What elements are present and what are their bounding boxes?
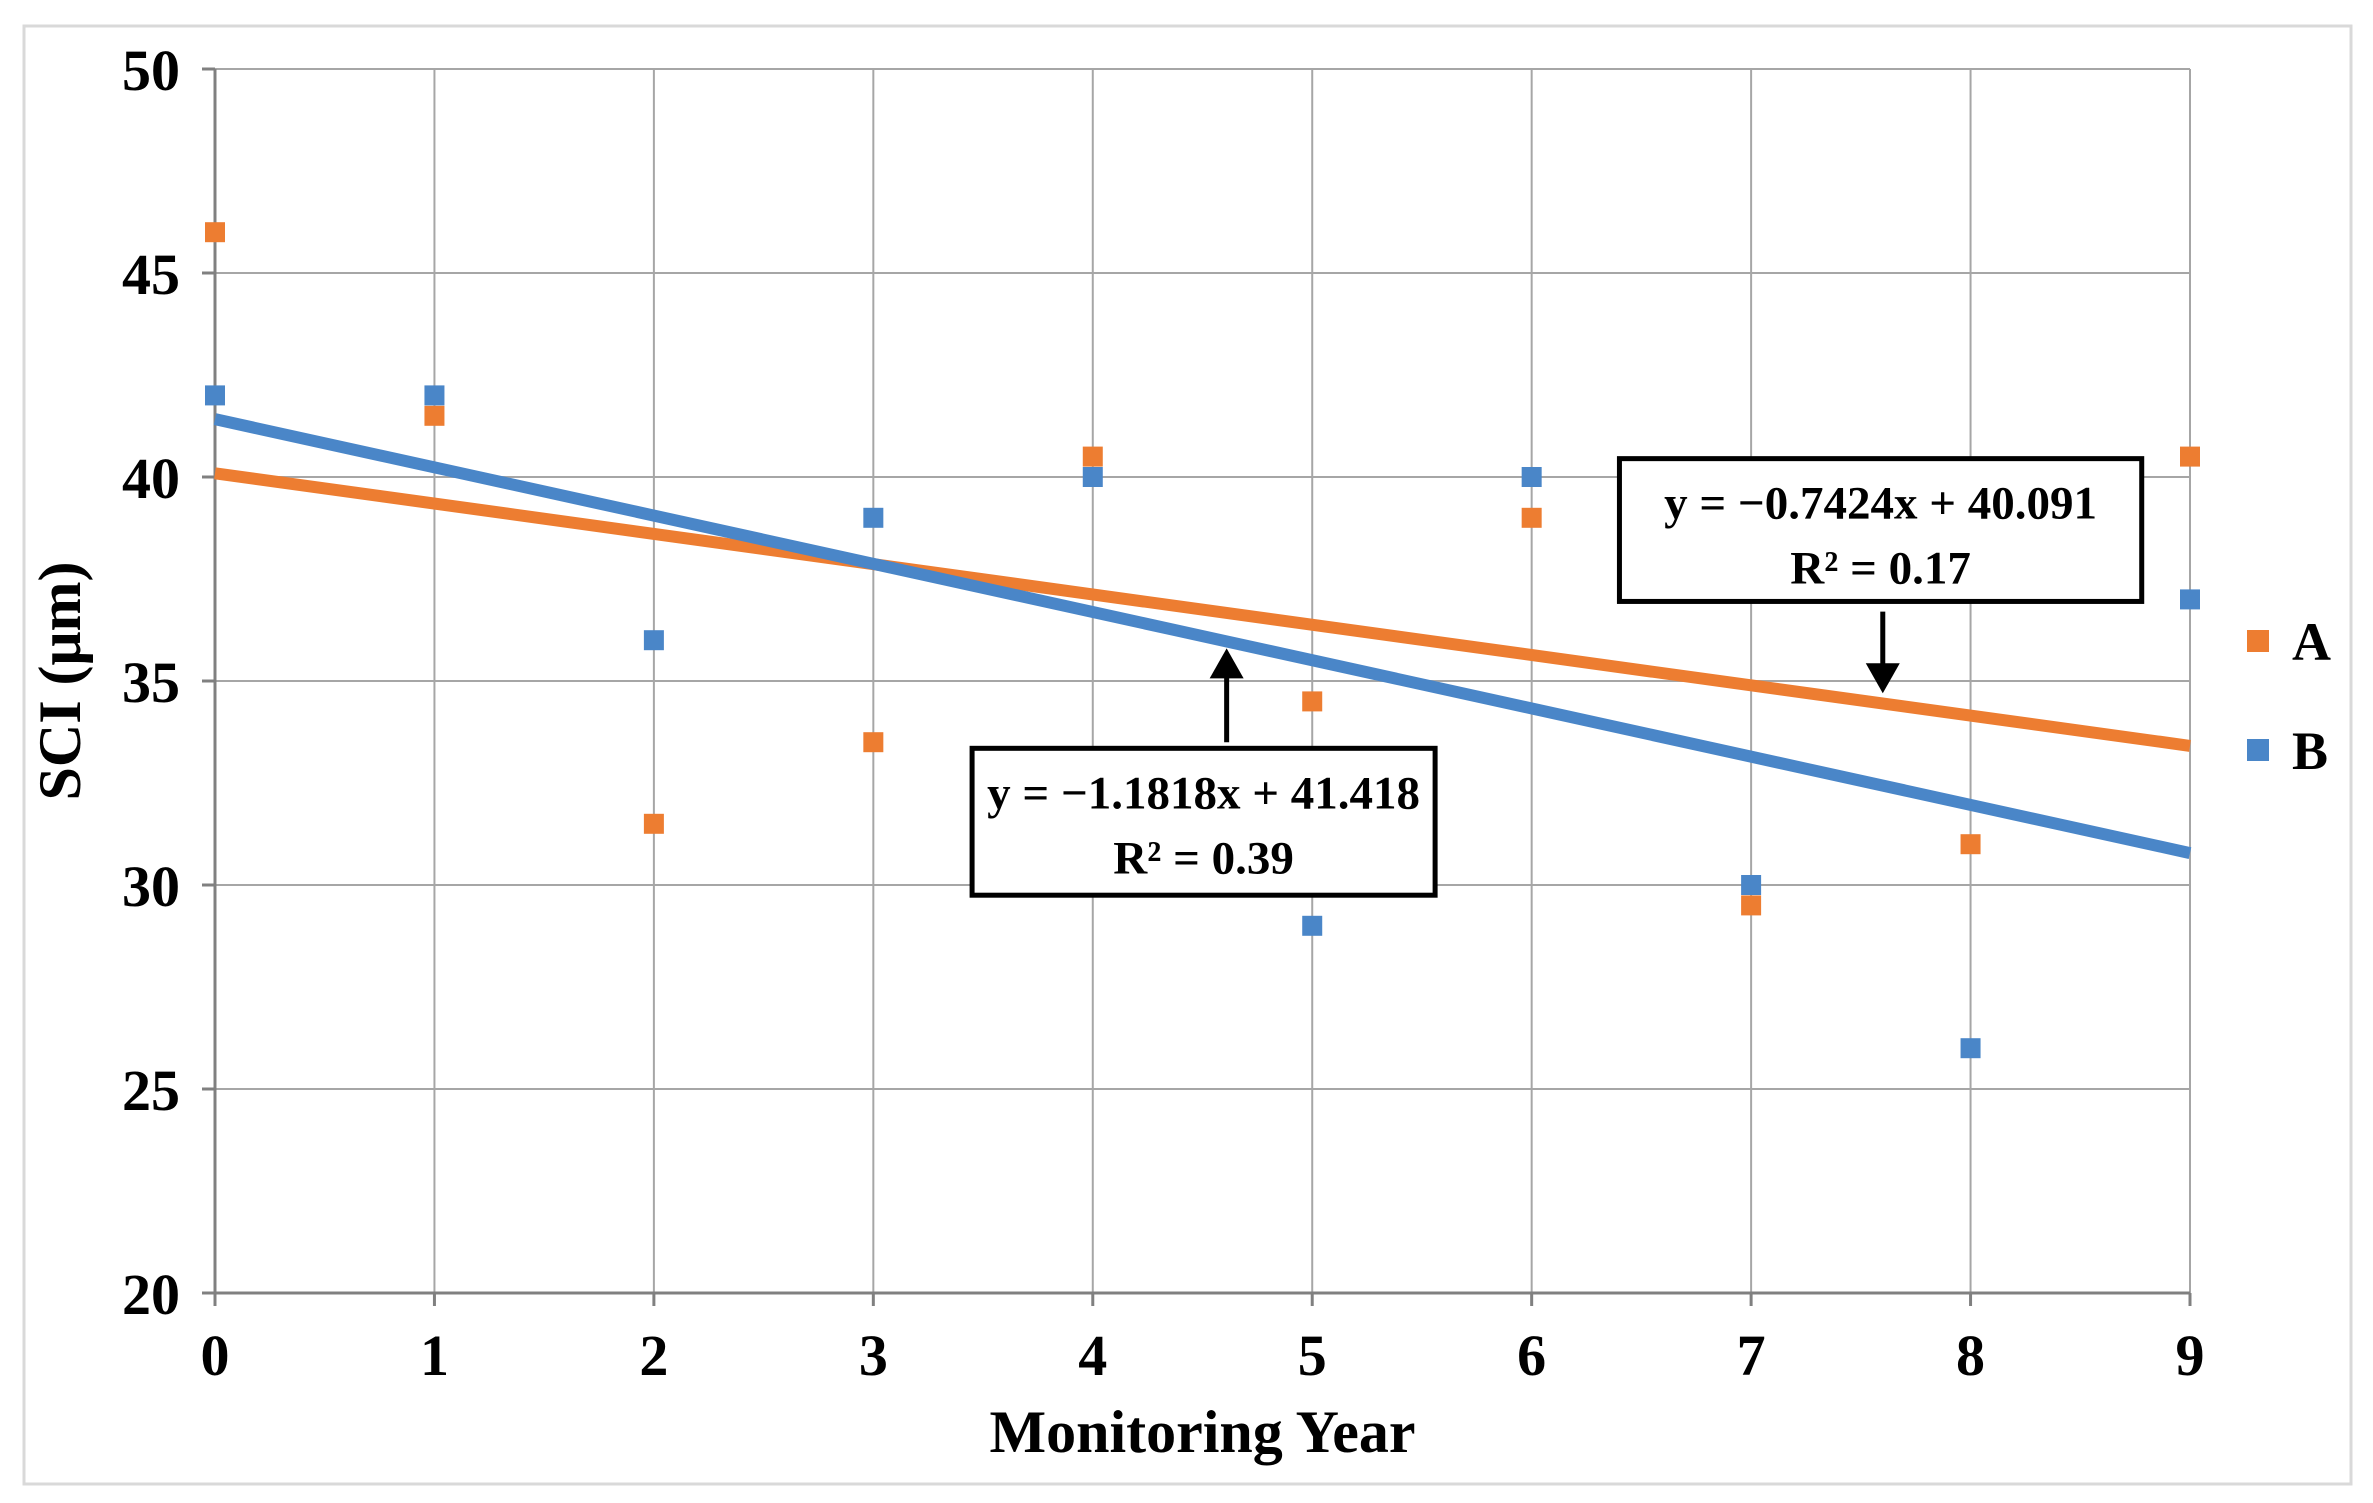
legend-label: B (2292, 721, 2328, 781)
data-point-A[interactable] (1741, 895, 1762, 916)
data-point-B[interactable] (2180, 589, 2200, 610)
equation-text: y = −1.1818x + 41.418 (987, 767, 1420, 819)
legend-label: A (2292, 612, 2331, 672)
equation-box-B (969, 745, 1438, 898)
y-tick-label: 40 (122, 446, 180, 511)
data-point-B[interactable] (1521, 467, 1542, 487)
x-tick-label: 2 (639, 1323, 668, 1388)
data-point-A[interactable] (643, 813, 664, 834)
x-tick-label: 4 (1078, 1323, 1107, 1388)
x-tick-label: 0 (201, 1323, 230, 1388)
y-tick-label: 25 (122, 1058, 180, 1123)
x-tick-label: 9 (2176, 1323, 2205, 1388)
x-tick-label: 5 (1298, 1323, 1327, 1388)
x-axis-title: Monitoring Year (989, 1399, 1415, 1465)
data-point-A[interactable] (863, 732, 884, 753)
data-point-A[interactable] (1521, 507, 1542, 528)
data-point-B[interactable] (205, 385, 225, 406)
data-point-B[interactable] (1302, 915, 1323, 936)
legend-item-A[interactable]: A (2247, 612, 2331, 672)
data-point-B[interactable] (1960, 1038, 1981, 1059)
data-point-A[interactable] (1960, 834, 1981, 855)
x-tick-label: 8 (1956, 1323, 1985, 1388)
equation-text: y = −0.7424x + 40.091 (1664, 478, 2097, 530)
x-tick-label: 1 (420, 1323, 449, 1388)
trendline-A[interactable] (214, 467, 2191, 752)
equation-annotation-A[interactable]: y = −0.7424x + 40.091 R² = 0.17 (1616, 456, 2145, 694)
x-tick-label: 7 (1737, 1323, 1766, 1388)
annotation-arrowhead-icon (1865, 663, 1900, 694)
r-squared-text: R² = 0.17 (1790, 543, 1971, 595)
y-tick-label: 50 (122, 38, 180, 103)
data-point-A[interactable] (424, 405, 445, 426)
r-squared-text: R² = 0.39 (1113, 832, 1294, 884)
data-point-A[interactable] (1082, 446, 1103, 467)
legend-item-B[interactable]: B (2247, 721, 2328, 781)
y-tick-label: 20 (122, 1262, 180, 1327)
data-point-B[interactable] (424, 385, 445, 406)
legend-marker-icon (2247, 739, 2269, 761)
data-point-B[interactable] (643, 630, 664, 651)
annotation-arrowhead-icon (1209, 648, 1244, 679)
x-tick-label: 3 (859, 1323, 888, 1388)
data-point-A[interactable] (205, 222, 225, 243)
figure-frame (22, 24, 2353, 1486)
x-tick-label: 6 (1517, 1323, 1546, 1388)
data-point-A[interactable] (1302, 691, 1323, 712)
data-point-B[interactable] (1082, 467, 1103, 487)
data-point-A[interactable] (2180, 446, 2200, 467)
y-tick-label: 30 (122, 854, 180, 919)
data-point-B[interactable] (863, 507, 884, 528)
data-point-B[interactable] (1741, 875, 1762, 895)
equation-box-A (1616, 456, 2145, 604)
y-tick-label: 35 (122, 650, 180, 715)
legend-marker-icon (2247, 630, 2269, 652)
y-tick-label: 45 (122, 242, 180, 307)
equation-annotation-B[interactable]: y = −1.1818x + 41.418 R² = 0.39 (969, 648, 1438, 898)
y-axis-title: SCI (μm) (27, 561, 93, 800)
trendline-B[interactable] (213, 413, 2192, 859)
